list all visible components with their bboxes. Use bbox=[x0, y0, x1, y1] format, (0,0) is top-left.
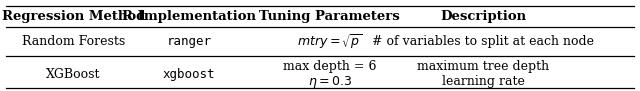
Text: $\eta = 0.3$: $\eta = 0.3$ bbox=[308, 74, 351, 90]
Text: max depth = 6: max depth = 6 bbox=[283, 60, 376, 73]
Text: xgboost: xgboost bbox=[163, 68, 215, 81]
Text: Regression Method: Regression Method bbox=[2, 10, 145, 23]
Text: # of variables to split at each node: # of variables to split at each node bbox=[372, 35, 594, 48]
Text: $mtry = \sqrt{p}$: $mtry = \sqrt{p}$ bbox=[297, 32, 362, 51]
Text: ranger: ranger bbox=[166, 35, 211, 48]
Text: learning rate: learning rate bbox=[442, 75, 525, 88]
Text: Description: Description bbox=[440, 10, 526, 23]
Text: R Implementation: R Implementation bbox=[122, 10, 256, 23]
Text: Tuning Parameters: Tuning Parameters bbox=[259, 10, 400, 23]
Text: XGBoost: XGBoost bbox=[46, 68, 101, 81]
Text: Random Forests: Random Forests bbox=[22, 35, 125, 48]
Text: maximum tree depth: maximum tree depth bbox=[417, 60, 549, 73]
